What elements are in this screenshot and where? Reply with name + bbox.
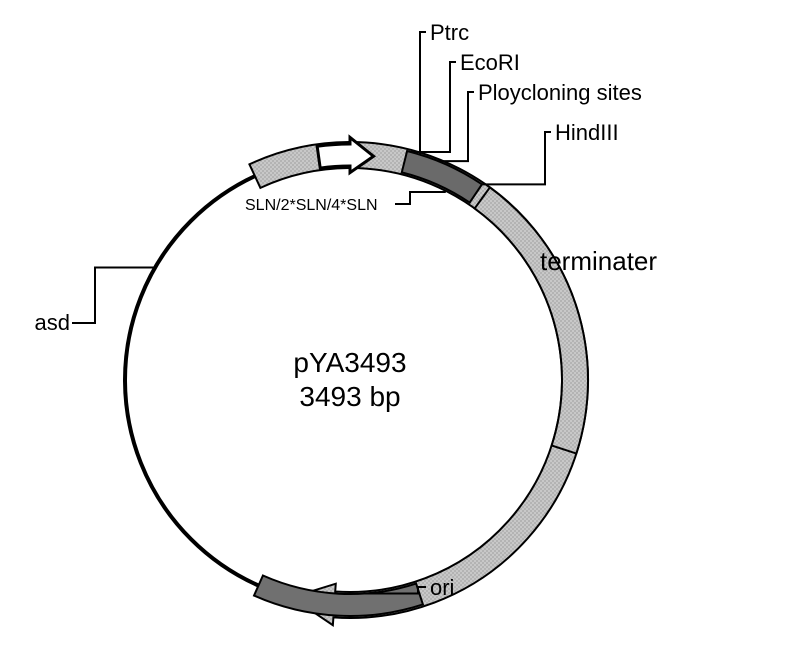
- label-polycloning: Ploycloning sites: [478, 80, 642, 105]
- plasmid-name: pYA3493: [293, 347, 406, 378]
- leader-label-ecori: [411, 62, 456, 152]
- feature-ori: [254, 575, 423, 616]
- feature-terminator: [475, 187, 588, 453]
- label-sln: SLN/2*SLN/4*SLN: [245, 197, 378, 214]
- label-ori: ori: [430, 575, 454, 600]
- plasmid-size: 3493 bp: [299, 381, 400, 412]
- leader-label-polycloning: [438, 92, 474, 161]
- label-ptrc: Ptrc: [430, 20, 469, 45]
- label-terminator: terminater: [540, 246, 657, 276]
- label-ecori: EcoRI: [460, 50, 520, 75]
- label-asd: asd: [35, 310, 70, 335]
- leader-sln: [395, 192, 446, 204]
- leader-ptrc: [420, 32, 426, 168]
- plasmid-diagram: asd terminater ori Ptrc EcoRI Ploycloning sit…: [0, 0, 792, 672]
- leader-label-hindiii: [482, 132, 551, 184]
- label-hindiii: HindIII: [555, 120, 619, 145]
